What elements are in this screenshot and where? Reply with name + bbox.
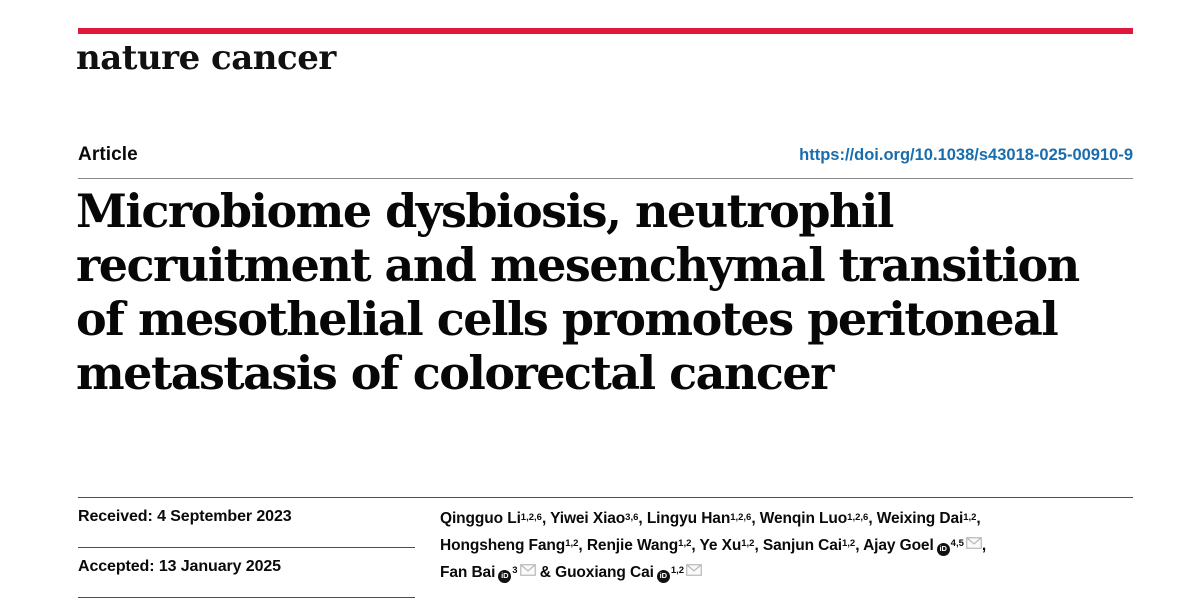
author-line: Qingguo Li1,2,6, Yiwei Xiao3,6, Lingyu H… bbox=[440, 506, 986, 532]
author-separator: , bbox=[751, 510, 760, 527]
accepted-value: 13 January 2025 bbox=[158, 558, 281, 575]
author-name: Lingyu Han bbox=[646, 510, 731, 527]
orcid-icon[interactable]: iD bbox=[656, 569, 670, 583]
author-name: Fan Bai bbox=[440, 564, 496, 581]
author-affiliation-superscript: 1,2,6 bbox=[730, 512, 752, 523]
author-affiliation-superscript: 1,2,6 bbox=[520, 512, 542, 523]
article-type-label: Article bbox=[78, 144, 138, 165]
author-name: Guoxiang Cai bbox=[555, 564, 654, 581]
paper-title-line: metastasis of colorectal cancer bbox=[76, 346, 834, 400]
author-name: Yiwei Xiao bbox=[550, 510, 626, 527]
received-date-row: Received: 4 September 2023 bbox=[78, 498, 415, 548]
accepted-label: Accepted: bbox=[78, 558, 155, 575]
article-header-row: Article https://doi.org/10.1038/s43018-0… bbox=[78, 144, 1133, 179]
orcid-icon[interactable]: iD bbox=[936, 542, 950, 556]
email-icon[interactable] bbox=[686, 559, 702, 585]
author-affiliation-superscript: 1,2,6 bbox=[847, 512, 869, 523]
author-name: Ye Xu bbox=[699, 537, 742, 554]
author-list: Qingguo Li1,2,6, Yiwei Xiao3,6, Lingyu H… bbox=[440, 498, 986, 607]
received-label: Received: bbox=[78, 508, 153, 525]
author-name: Qingguo Li bbox=[440, 510, 521, 527]
author-separator: , bbox=[754, 537, 763, 554]
timeline-column: Received: 4 September 2023 Accepted: 13 … bbox=[78, 498, 415, 607]
received-value: 4 September 2023 bbox=[157, 508, 292, 525]
author-name: Ajay Goel bbox=[863, 537, 934, 554]
email-icon[interactable] bbox=[519, 559, 536, 585]
email-icon[interactable] bbox=[966, 532, 982, 558]
author-affiliation-superscript: 1,2 bbox=[678, 538, 692, 549]
author-separator: , bbox=[541, 510, 551, 527]
author-affiliation-superscript: 3,6 bbox=[625, 512, 639, 523]
published-date-row: Published online: 18 February 2025 bbox=[78, 598, 415, 607]
author-separator: , bbox=[855, 537, 864, 554]
orcid-icon[interactable]: iD bbox=[498, 569, 512, 583]
paper-title-line: of mesothelial cells promotes peritoneal bbox=[76, 292, 1059, 346]
author-affiliation-superscript: 1,2 bbox=[741, 538, 755, 549]
journal-logo: nature cancer bbox=[76, 38, 336, 78]
author-separator: , bbox=[638, 510, 647, 527]
author-affiliation-superscript: 1,2 bbox=[842, 538, 856, 549]
author-affiliation-superscript: 1,2 bbox=[565, 538, 579, 549]
author-affiliation-superscript: 3 bbox=[512, 565, 518, 576]
accepted-date-row: Accepted: 13 January 2025 bbox=[78, 548, 415, 598]
author-affiliation-superscript: 1,2 bbox=[963, 512, 977, 523]
author-name: Wenqin Luo bbox=[759, 510, 848, 527]
author-name: Sanjun Cai bbox=[762, 537, 842, 554]
author-affiliation-superscript: 1,2 bbox=[670, 565, 685, 576]
author-separator: & bbox=[535, 564, 556, 581]
paper-title: Microbiome dysbiosis, neutrophil recruit… bbox=[76, 184, 1136, 400]
author-line: Fan Bai iD 3 & Guoxiang Cai iD 1,2 bbox=[440, 559, 986, 586]
paper-title-line: recruitment and mesenchymal transition bbox=[76, 238, 1080, 292]
author-separator: , bbox=[868, 510, 877, 527]
author-separator: , bbox=[976, 510, 981, 527]
author-name: Renjie Wang bbox=[586, 537, 679, 554]
author-line: Hongsheng Fang1,2, Renjie Wang1,2, Ye Xu… bbox=[440, 532, 986, 559]
paper-title-line: Microbiome dysbiosis, neutrophil bbox=[76, 184, 894, 238]
author-name: Hongsheng Fang bbox=[440, 537, 566, 554]
author-separator: , bbox=[578, 537, 587, 554]
doi-link[interactable]: https://doi.org/10.1038/s43018-025-00910… bbox=[799, 146, 1133, 164]
author-affiliation-superscript: 4,5 bbox=[950, 538, 964, 549]
journal-accent-bar bbox=[78, 28, 1133, 34]
author-separator: , bbox=[981, 537, 987, 554]
article-meta-section: Received: 4 September 2023 Accepted: 13 … bbox=[78, 497, 1133, 607]
author-separator: , bbox=[691, 537, 700, 554]
author-name: Weixing Dai bbox=[876, 510, 964, 527]
